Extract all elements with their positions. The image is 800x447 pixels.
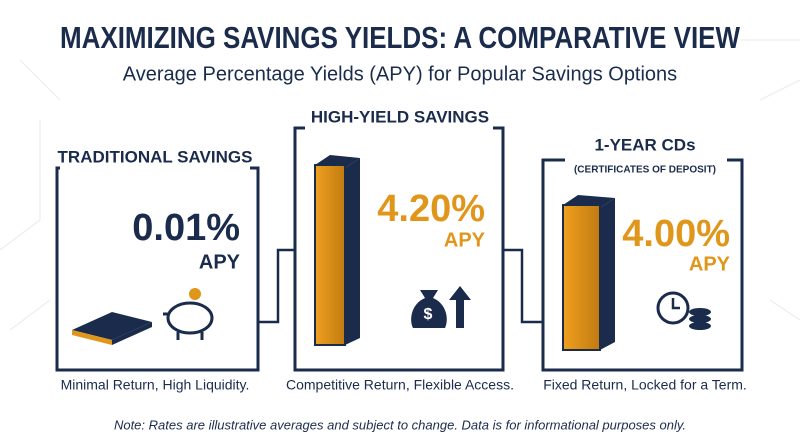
money-bag-icon: $ [411, 286, 471, 328]
rate: 0.01% [132, 207, 240, 249]
panel-label: 1-YEAR CDs [594, 135, 695, 154]
unit: APY [444, 229, 486, 251]
svg-text:$: $ [424, 306, 433, 323]
background-lines [0, 39, 800, 331]
panel-sublabel: (CERTIFICATES OF DEPOSIT) [574, 165, 716, 176]
caption: Competitive Return, Flexible Access. [286, 377, 514, 393]
subtitle: Average Percentage Yields (APY) for Popu… [123, 63, 677, 85]
bar [562, 195, 615, 351]
rate: 4.20% [377, 188, 485, 230]
unit: APY [199, 251, 241, 273]
panel-label: HIGH-YIELD SAVINGS [311, 107, 489, 126]
clock-coins-icon [656, 291, 711, 330]
note: Note: Rates are illustrative averages an… [114, 417, 686, 432]
piggy-icon [163, 288, 214, 340]
panel-label: TRADITIONAL SAVINGS [58, 147, 253, 166]
caption: Fixed Return, Locked for a Term. [543, 377, 747, 393]
connector [258, 248, 543, 324]
unit: APY [689, 253, 731, 275]
tall-bar [314, 155, 360, 346]
title: MAXIMIZING SAVINGS YIELDS: A COMPARATIVE… [60, 20, 741, 55]
flat-bar [72, 312, 152, 345]
caption: Minimal Return, High Liquidity. [61, 377, 250, 393]
rate: 4.00% [622, 213, 730, 255]
